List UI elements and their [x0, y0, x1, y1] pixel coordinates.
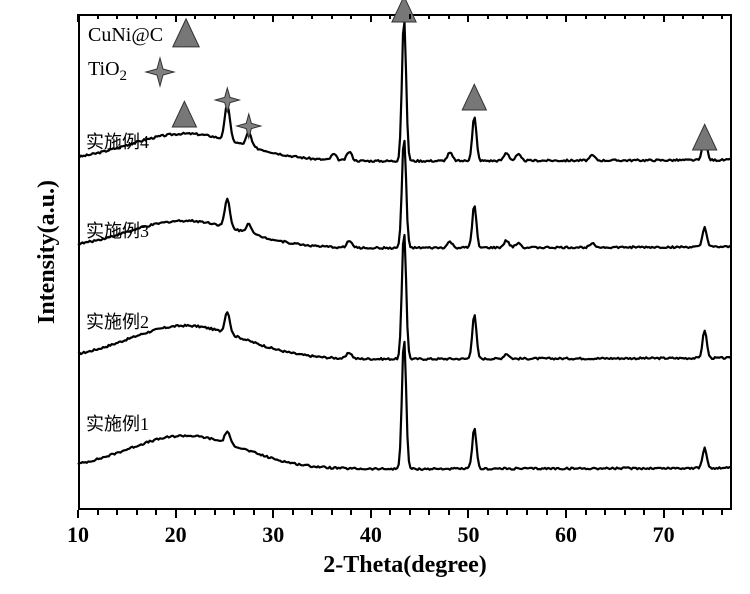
x-minor-tick	[526, 510, 528, 515]
x-minor-tick	[409, 510, 411, 515]
x-tick-top	[77, 14, 79, 22]
triangle-marker-icon	[693, 124, 717, 150]
xrd-chart: Intensity(a.u.) 2-Theta(degree) CuNi@CTi…	[0, 0, 750, 594]
x-tick-top	[467, 14, 469, 22]
x-minor-tick	[214, 510, 216, 515]
x-minor-tick-top	[311, 14, 313, 19]
x-tick-label: 40	[360, 522, 382, 548]
x-minor-tick	[506, 510, 508, 515]
x-minor-tick	[155, 510, 157, 515]
x-minor-tick	[487, 510, 489, 515]
x-minor-tick-top	[428, 14, 430, 19]
x-minor-tick	[116, 510, 118, 515]
x-minor-tick-top	[214, 14, 216, 19]
x-tick	[77, 510, 79, 518]
x-minor-tick	[350, 510, 352, 515]
x-tick-label: 50	[457, 522, 479, 548]
x-minor-tick-top	[97, 14, 99, 19]
triangle-marker-icon	[172, 101, 196, 127]
x-minor-tick-top	[643, 14, 645, 19]
x-minor-tick-top	[682, 14, 684, 19]
x-minor-tick	[702, 510, 704, 515]
x-minor-tick-top	[585, 14, 587, 19]
x-tick-top	[370, 14, 372, 22]
x-tick-label: 60	[555, 522, 577, 548]
x-minor-tick-top	[702, 14, 704, 19]
star-marker-icon	[237, 114, 261, 138]
x-tick-label: 20	[165, 522, 187, 548]
x-minor-tick-top	[624, 14, 626, 19]
x-minor-tick-top	[233, 14, 235, 19]
x-minor-tick-top	[604, 14, 606, 19]
x-tick-top	[663, 14, 665, 22]
x-minor-tick	[448, 510, 450, 515]
x-tick	[272, 510, 274, 518]
x-minor-tick-top	[331, 14, 333, 19]
x-minor-tick	[233, 510, 235, 515]
x-tick-top	[175, 14, 177, 22]
x-minor-tick-top	[253, 14, 255, 19]
x-minor-tick-top	[155, 14, 157, 19]
series-label: 实施例1	[86, 410, 149, 436]
triangle-marker-icon	[462, 84, 486, 110]
triangle-marker-icon	[392, 0, 416, 22]
x-minor-tick	[604, 510, 606, 515]
x-tick	[467, 510, 469, 518]
x-minor-tick	[389, 510, 391, 515]
x-tick-label: 30	[262, 522, 284, 548]
x-minor-tick-top	[721, 14, 723, 19]
chart-markers	[0, 0, 750, 594]
x-minor-tick-top	[448, 14, 450, 19]
star-marker-icon	[215, 88, 239, 112]
series-label: 实施例3	[86, 217, 149, 243]
x-tick	[663, 510, 665, 518]
x-tick	[370, 510, 372, 518]
x-tick-top	[565, 14, 567, 22]
x-tick	[565, 510, 567, 518]
x-minor-tick-top	[546, 14, 548, 19]
series-label: 实施例4	[86, 128, 149, 154]
x-minor-tick	[292, 510, 294, 515]
x-minor-tick-top	[292, 14, 294, 19]
x-minor-tick	[331, 510, 333, 515]
legend-item-text: CuNi@C	[88, 24, 163, 47]
x-minor-tick	[682, 510, 684, 515]
x-minor-tick	[428, 510, 430, 515]
x-minor-tick-top	[194, 14, 196, 19]
x-minor-tick-top	[136, 14, 138, 19]
x-minor-tick	[136, 510, 138, 515]
x-minor-tick	[97, 510, 99, 515]
x-tick-label: 70	[653, 522, 675, 548]
x-minor-tick	[721, 510, 723, 515]
star-marker-icon	[146, 58, 174, 86]
x-minor-tick-top	[350, 14, 352, 19]
x-minor-tick-top	[487, 14, 489, 19]
x-minor-tick	[253, 510, 255, 515]
x-minor-tick	[194, 510, 196, 515]
legend-item-text: TiO2	[88, 58, 127, 85]
x-tick-top	[272, 14, 274, 22]
x-minor-tick	[585, 510, 587, 515]
x-minor-tick	[311, 510, 313, 515]
triangle-marker-icon	[173, 19, 199, 47]
x-minor-tick-top	[389, 14, 391, 19]
x-minor-tick	[643, 510, 645, 515]
x-minor-tick-top	[526, 14, 528, 19]
x-minor-tick-top	[409, 14, 411, 19]
x-minor-tick-top	[506, 14, 508, 19]
x-tick-label: 10	[67, 522, 89, 548]
x-minor-tick	[546, 510, 548, 515]
series-label: 实施例2	[86, 308, 149, 334]
x-minor-tick	[624, 510, 626, 515]
x-minor-tick-top	[116, 14, 118, 19]
x-tick	[175, 510, 177, 518]
